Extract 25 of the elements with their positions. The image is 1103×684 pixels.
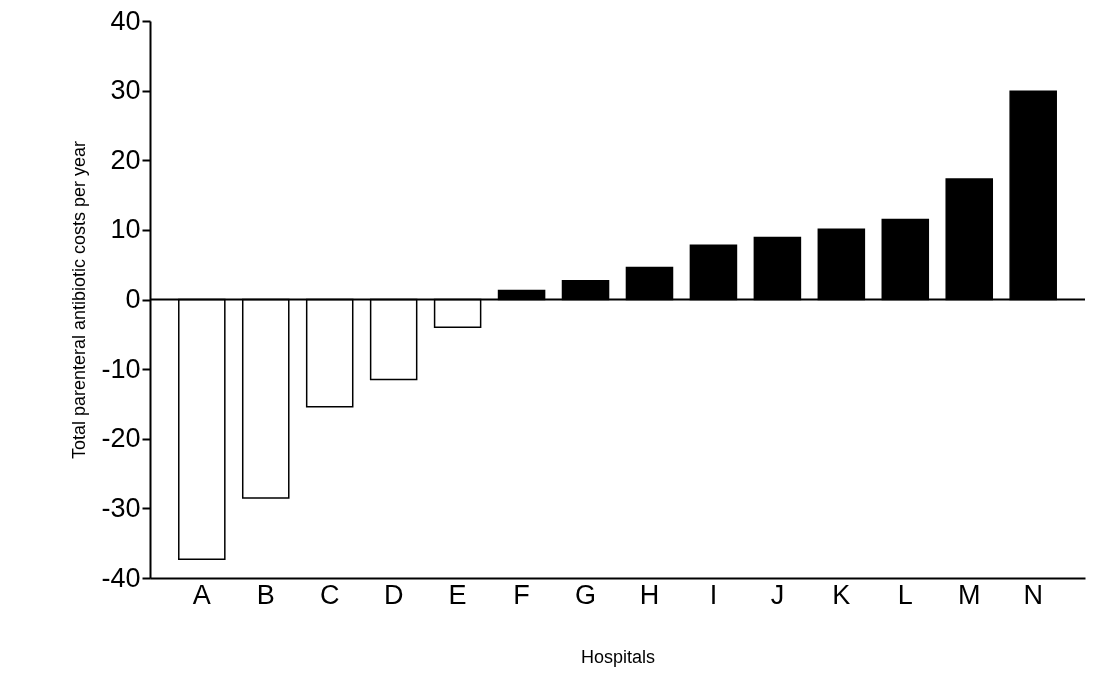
x-tick-label: B: [256, 579, 275, 610]
y-tick-label: -20: [101, 423, 141, 454]
y-tick-label: -40: [101, 562, 141, 593]
y-tick-label: 30: [110, 75, 141, 106]
x-tick-label: G: [575, 579, 597, 610]
x-tick-label: N: [1023, 579, 1043, 610]
x-tick-label: J: [770, 579, 785, 610]
x-tick-label: C: [319, 579, 340, 610]
x-tick-label: K: [832, 579, 851, 610]
x-axis-title: Hospitals: [580, 646, 656, 667]
x-tick-label: I: [709, 579, 718, 610]
y-tick-label: 10: [110, 214, 141, 245]
y-tick-label: 40: [110, 5, 141, 36]
y-axis-title: Total parenteral antibiotic costs per year: [69, 140, 90, 460]
x-tick-label: A: [192, 579, 211, 610]
y-tick-label: -10: [101, 353, 141, 384]
y-tick-label: -30: [101, 492, 141, 523]
x-tick-label: F: [513, 579, 530, 610]
y-tick-label: 20: [110, 144, 141, 175]
x-tick-label: H: [639, 579, 660, 610]
x-tick-label: M: [957, 579, 981, 610]
x-tick-label: D: [383, 579, 404, 610]
y-tick-label: 0: [125, 284, 141, 314]
x-tick-label: E: [448, 579, 467, 610]
x-tick-label: L: [897, 579, 913, 610]
